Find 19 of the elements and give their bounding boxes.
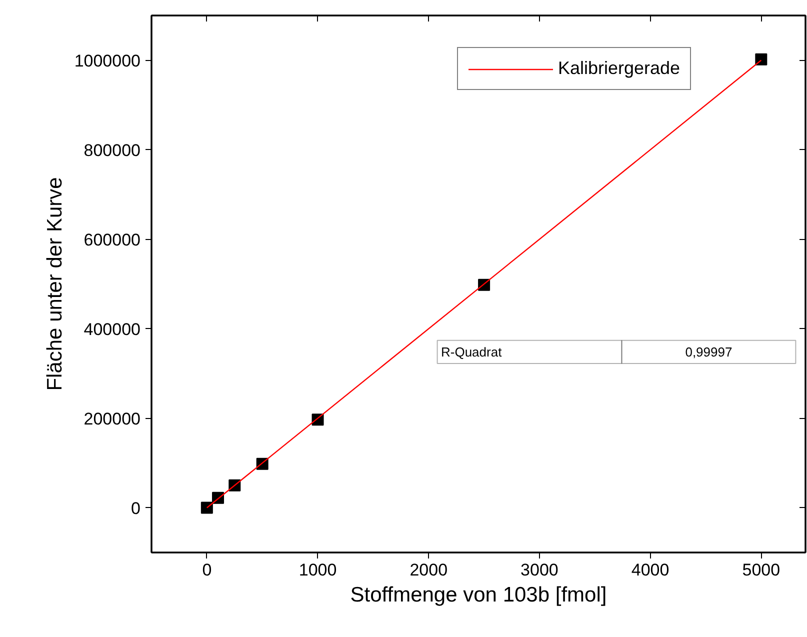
legend-label: Kalibriergerade (558, 58, 680, 79)
x-tick-label: 4000 (631, 560, 670, 580)
y-tick-label: 1000000 (74, 51, 141, 70)
annotation: R-Quadrat (440, 344, 502, 360)
x-tick-label: 2000 (410, 560, 448, 580)
y-tick-label: 800000 (84, 140, 141, 160)
y-tick-label: 400000 (84, 320, 141, 339)
y-tick-label: 0 (131, 498, 141, 518)
x-tick-label: 3000 (520, 560, 558, 580)
y-tick-label: 600000 (84, 230, 141, 250)
x-tick-label: 0 (202, 560, 212, 580)
y-axis-title: Fläche unter der Kurve (43, 177, 66, 391)
annotation: 0,99997 (685, 344, 732, 360)
point (755, 53, 768, 66)
y-tick-label: 200000 (84, 409, 141, 428)
x-axis-title: Stoffmenge von 103b [fmol] (350, 584, 607, 606)
x-tick-label: 5000 (742, 560, 780, 580)
x-tick-label: 1000 (298, 560, 337, 580)
point (200, 502, 213, 514)
